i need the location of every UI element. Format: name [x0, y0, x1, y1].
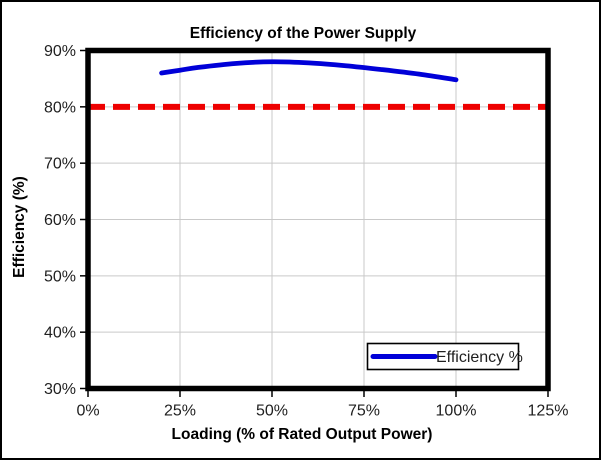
y-tick-label: 60% — [44, 212, 76, 229]
x-tick-label: 50% — [256, 403, 288, 420]
x-tick-label: 25% — [164, 403, 196, 420]
x-tick-label: 0% — [76, 403, 99, 420]
x-tick-label: 75% — [348, 403, 380, 420]
plot-area-border — [85, 47, 551, 392]
y-tick-label: 30% — [44, 381, 76, 398]
legend: Efficiency % — [366, 342, 523, 371]
y-tick-label: 50% — [44, 268, 76, 285]
legend-label: Efficiency % — [436, 349, 523, 366]
tick-labels: 0% 25% 50% 75% 100% 125% 30% 40% 50% 60% 70% 80% 90% — [44, 43, 568, 420]
x-tick-label: 125% — [528, 403, 569, 420]
y-tick-label: 90% — [44, 43, 76, 60]
y-tick-label: 70% — [44, 156, 76, 173]
y-tick-label: 40% — [44, 325, 76, 342]
x-tick-label: 100% — [436, 403, 477, 420]
x-axis-title: Loading (% of Rated Output Power) — [172, 426, 433, 443]
y-axis-title: Efficiency (%) — [11, 176, 28, 278]
chart-title: Efficiency of the Power Supply — [190, 25, 417, 42]
efficiency-curve — [159, 59, 459, 83]
gridlines — [88, 50, 548, 389]
y-tick-label: 80% — [44, 99, 76, 116]
